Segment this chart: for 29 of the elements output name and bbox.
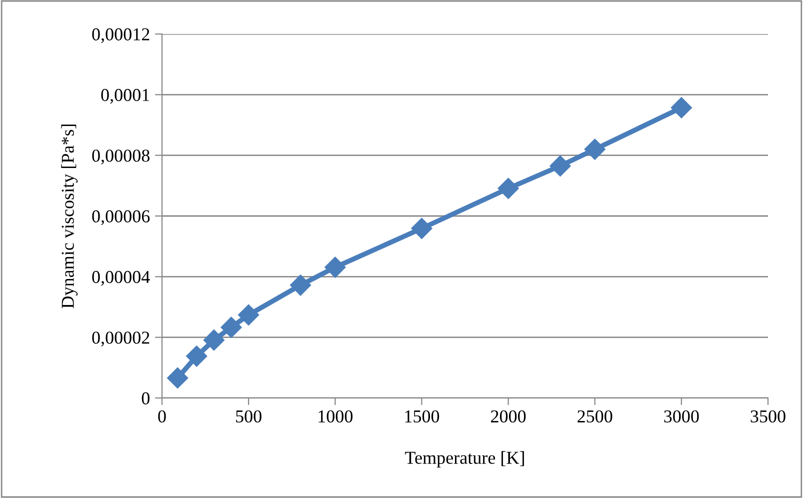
y-axis-title: Dynamic viscosity [Pa*s] xyxy=(61,124,78,308)
x-tick-label: 0 xyxy=(158,410,166,423)
point xyxy=(324,256,346,278)
point xyxy=(220,316,242,338)
y-tick-label: 0,00002 xyxy=(92,332,150,346)
point xyxy=(167,367,188,388)
point xyxy=(584,138,606,160)
point xyxy=(670,97,692,118)
x-tick-label: 2000 xyxy=(491,410,526,423)
y-tick-label: 0 xyxy=(142,392,150,404)
point xyxy=(290,274,312,296)
point xyxy=(498,178,519,199)
x-tick-label: 500 xyxy=(236,410,262,423)
point xyxy=(203,330,224,351)
point xyxy=(411,218,432,239)
y-tick-label: 0,00008 xyxy=(92,150,150,164)
y-tick-label: 0,00004 xyxy=(92,270,150,286)
x-axis-title: Temperature [K] xyxy=(405,451,524,468)
point xyxy=(550,155,571,176)
x-tick-label: 1500 xyxy=(405,410,440,423)
x-tick-label: 2500 xyxy=(578,410,612,423)
point xyxy=(186,346,208,367)
y-tick-label: 0,00006 xyxy=(92,210,150,226)
y-tick-label: 0,00012 xyxy=(92,28,150,44)
point xyxy=(238,304,260,326)
x-tick-label: 1000 xyxy=(318,410,353,423)
x-tick-label: 3500 xyxy=(750,410,786,423)
x-tick-label: 3000 xyxy=(664,410,699,423)
y-tick-label: 0,0001 xyxy=(101,88,150,104)
